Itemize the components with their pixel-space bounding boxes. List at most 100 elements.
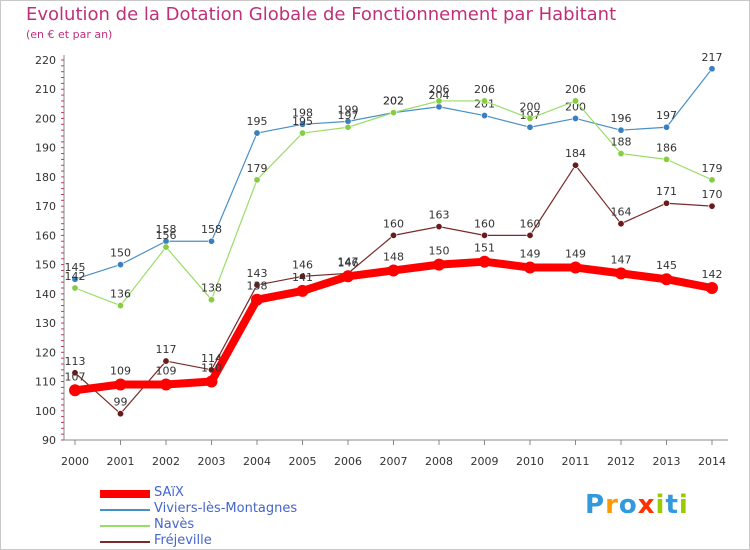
y-tick-label: 180 (35, 171, 56, 184)
legend-swatch (100, 509, 150, 511)
data-point (389, 109, 397, 117)
data-point (708, 176, 716, 184)
data-point (71, 275, 79, 283)
data-label: 206 (429, 83, 450, 96)
x-tick-label: 2014 (698, 455, 726, 468)
data-point (435, 97, 443, 105)
data-label: 147 (338, 255, 359, 268)
data-point (524, 261, 536, 274)
data-label: 160 (383, 217, 404, 230)
data-point (208, 237, 216, 245)
data-point (571, 97, 579, 105)
y-tick-label: 90 (42, 434, 56, 447)
chart-title: Evolution de la Dotation Globale de Fonc… (26, 4, 617, 25)
data-point (571, 114, 579, 122)
logo-letter: t (665, 490, 679, 520)
data-point (571, 161, 579, 169)
logo-letter: r (605, 490, 619, 520)
data-point (660, 273, 673, 286)
data-point (344, 123, 352, 131)
data-label: 99 (114, 396, 128, 409)
x-tick-label: 2011 (562, 455, 590, 468)
y-tick-label: 100 (35, 405, 56, 418)
data-label: 164 (611, 206, 632, 219)
data-point (160, 378, 172, 391)
data-point (435, 223, 443, 231)
data-label: 107 (65, 370, 86, 383)
data-label: 148 (383, 250, 404, 263)
data-label: 195 (292, 115, 313, 128)
data-label: 158 (156, 223, 177, 236)
logo-letter: i (678, 490, 689, 520)
x-tick-label: 2009 (471, 455, 499, 468)
data-label: 145 (656, 259, 677, 272)
data-point (617, 220, 625, 228)
data-point (617, 150, 625, 158)
data-point (617, 126, 625, 134)
data-point (71, 369, 79, 377)
data-label: 156 (156, 229, 177, 242)
data-point (480, 97, 488, 105)
x-tick-label: 2007 (380, 455, 408, 468)
data-point (526, 231, 534, 239)
data-point (208, 296, 216, 304)
data-label: 197 (338, 109, 359, 122)
data-point (708, 65, 716, 73)
data-label: 141 (292, 271, 313, 284)
data-label: 151 (474, 242, 495, 255)
data-point (251, 293, 263, 306)
y-tick-label: 170 (35, 200, 56, 213)
data-point (526, 123, 534, 131)
data-point (708, 202, 716, 210)
data-label: 142 (702, 268, 723, 281)
x-tick-label: 2000 (61, 455, 89, 468)
data-point (387, 264, 400, 277)
data-label: 136 (110, 288, 131, 301)
data-point (296, 284, 309, 297)
series-viviers-les-montagnes: 1451501581581951981992022042011972001961… (65, 51, 723, 283)
data-point (117, 302, 125, 310)
data-point (253, 281, 261, 289)
data-label: 143 (247, 267, 268, 280)
legend-label: Viviers-lès-Montagnes (154, 501, 298, 516)
x-tick-label: 2003 (198, 455, 226, 468)
data-label: 147 (611, 253, 632, 266)
y-tick-label: 110 (35, 376, 56, 389)
x-tick-label: 2013 (653, 455, 681, 468)
data-point (298, 272, 306, 280)
data-point (706, 282, 718, 294)
legend-item: SAïX (100, 486, 430, 502)
chart-subtitle: (en € et par an) (26, 28, 113, 41)
data-label: 163 (429, 209, 450, 222)
data-label: 202 (383, 95, 404, 108)
data-label: 186 (656, 141, 677, 154)
data-label: 117 (156, 343, 177, 356)
data-label: 110 (201, 362, 222, 375)
data-point (69, 384, 81, 397)
data-label: 145 (65, 261, 86, 274)
data-label: 200 (520, 100, 541, 113)
data-point (615, 267, 627, 280)
data-label: 202 (383, 95, 404, 108)
data-label: 188 (611, 136, 632, 149)
data-label: 150 (110, 247, 131, 260)
data-point (435, 103, 443, 111)
data-label: 158 (201, 223, 222, 236)
logo-letter: P (585, 490, 606, 520)
data-label: 217 (702, 51, 723, 64)
data-label: 171 (656, 185, 677, 198)
legend-swatch (100, 490, 150, 498)
legend-swatch (100, 541, 150, 543)
data-point (342, 270, 354, 283)
logo-letter: i (655, 490, 666, 520)
data-label: 206 (565, 83, 586, 96)
data-label: 160 (520, 217, 541, 230)
data-label: 138 (201, 282, 222, 295)
x-tick-label: 2001 (107, 455, 135, 468)
y-tick-label: 210 (35, 83, 56, 96)
y-tick-label: 160 (35, 229, 56, 242)
logo-letter: o (618, 490, 638, 520)
legend-label: Fréjeville (154, 533, 212, 548)
logo-letter: x (637, 490, 656, 520)
data-label: 206 (474, 83, 495, 96)
